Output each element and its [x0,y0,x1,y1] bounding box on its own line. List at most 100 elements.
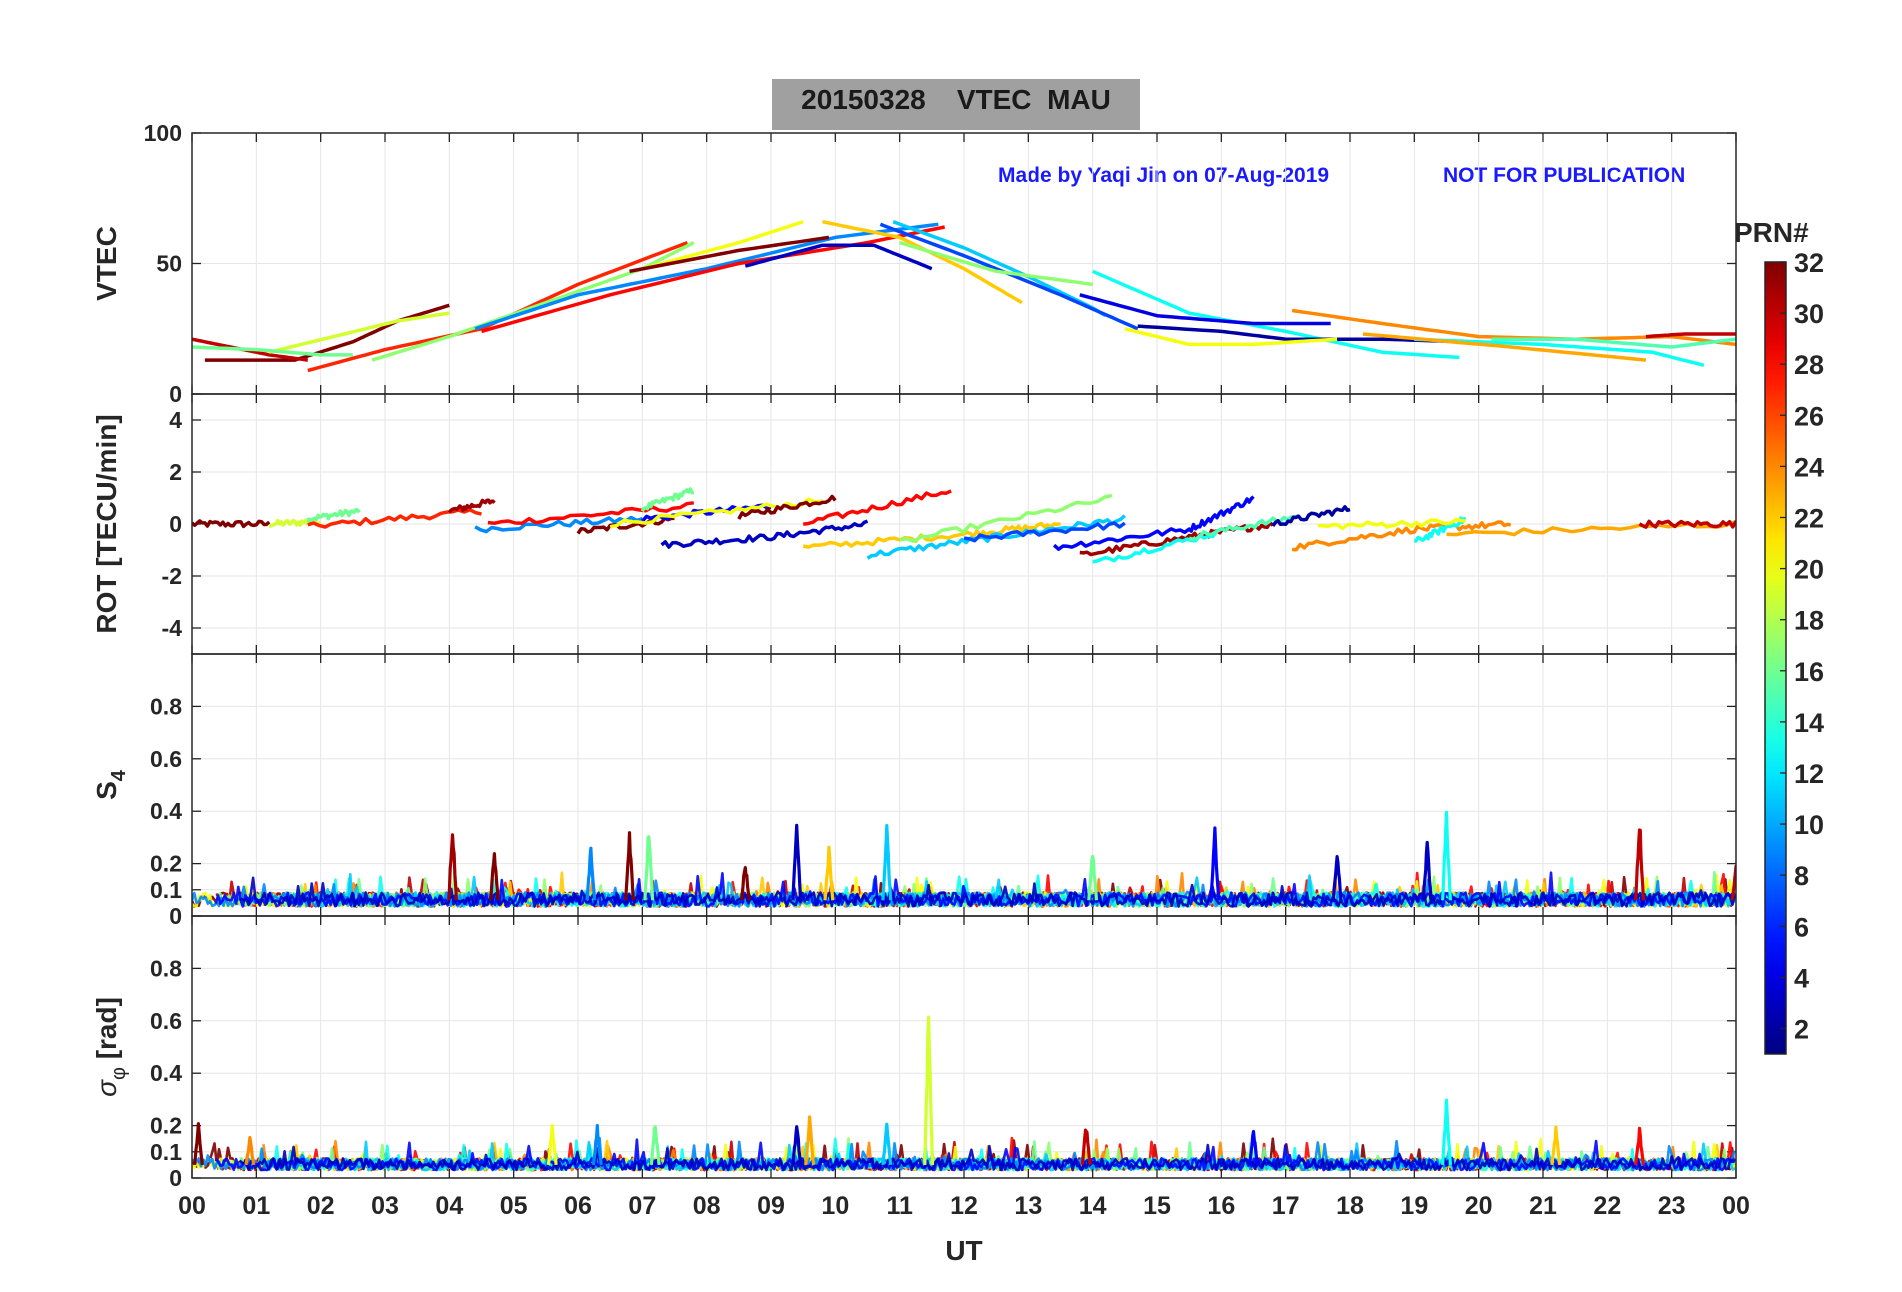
series-line-prn-11 [866,514,1126,560]
spike-prn-11 [881,824,893,901]
series-line-prn-3 [744,243,933,271]
x-tick-label: 07 [628,1192,656,1220]
colorbar-label: PRN# [1734,217,1809,248]
title-quantity: VTEC [956,84,1032,115]
y-tick-label: 0 [169,903,182,929]
x-tick-label: 00 [1722,1192,1750,1220]
y-tick-label: -2 [162,563,182,589]
colorbar-tick-label: 28 [1794,350,1824,380]
y-axis-label: σφ [rad] [91,997,130,1097]
x-tick-label: 03 [371,1192,399,1220]
series-line-prn-23 [1362,332,1647,362]
x-tick-label: 20 [1465,1192,1493,1220]
colorbar-tick-label: 2 [1794,1014,1809,1044]
x-tick-label: 16 [1207,1192,1235,1220]
y-tick-label: 0 [169,511,182,537]
x-tick-label: 18 [1336,1192,1364,1220]
series-line-prn-17 [899,493,1113,544]
spike-prn-13 [1441,810,1452,901]
y-axis-label-sub: 4 [108,769,130,781]
spike-prn-20 [546,1124,558,1166]
series-line-prn-31 [1079,520,1275,557]
y-tick-label: 2 [169,459,182,485]
series-line-prn-9 [474,515,643,534]
colorbar-tick-label: 14 [1794,708,1824,738]
spike-prn-30 [1730,864,1736,901]
series-line-prn-28 [487,501,695,525]
series-line-prn-20 [1317,517,1467,531]
y-tick-label: 50 [156,251,182,277]
y-axis-label-unit: [rad] [91,997,122,1067]
y-tick-label: 0.8 [150,693,182,719]
colorbar-tick-label: 30 [1794,299,1824,329]
y-axis-label: ROT [TECU/min] [91,414,122,633]
panel-rot: -4 -2 0 2 4 ROT [TECU/min] [91,393,1737,655]
spike-prn-3 [1331,855,1343,901]
x-tick-label: 09 [757,1192,785,1220]
data-vtec [192,219,1736,373]
spike-prn-22 [823,845,835,901]
x-tick-label: 02 [307,1192,335,1220]
series-line-prn-2 [1137,324,1466,344]
series-line-prn-7 [963,521,1126,543]
panel-frame [191,915,1737,1179]
spike-prn-32 [488,852,500,901]
y-tick-label: 0.2 [150,1113,182,1139]
x-tick-label: 19 [1400,1192,1428,1220]
colorbar-frame [1764,261,1787,1055]
spike-prn-24 [244,1136,256,1166]
series-line-prn-16 [192,345,353,357]
spike-prn-5 [1209,826,1221,901]
series-line-prn-13 [1091,269,1460,360]
spike-prn-3 [791,1125,803,1166]
y-tick-label: 0.2 [150,851,182,877]
notice-text: NOT FOR PUBLICATION [1443,164,1686,187]
title-box [772,79,1140,130]
y-tick-label: 0.4 [150,798,182,824]
x-tick-label: 04 [435,1192,463,1220]
spike-prn-30 [1634,828,1645,901]
series-line-prn-28 [803,489,952,526]
series-line-prn-16 [640,487,694,513]
series-line-prn-4 [1079,293,1331,326]
series-line-prn-27 [307,240,689,373]
spike-prn-19 [923,1015,935,1165]
series-line-prn-20 [1124,327,1338,347]
colorbar-tick-label: 32 [1794,248,1824,278]
spike-prn-31 [447,833,458,901]
series-line-prn-28 [481,225,946,334]
y-axis-label-main: S [91,781,122,800]
series-line-prn-31 [447,498,496,514]
spike-prn-32 [739,866,751,901]
x-tick-label: 08 [693,1192,721,1220]
colorbar-tick-label: 22 [1794,503,1824,533]
y-tick-label: 0.8 [150,955,182,981]
series-line-prn-30 [1638,519,1736,529]
spike-prn-11 [881,1122,893,1166]
noise-line-prn-3 [238,1143,1735,1172]
y-tick-label: 100 [144,120,182,146]
series-line-prn-32 [629,235,830,274]
panel-vtec: 0 50 100 VTEC [91,120,1737,407]
x-tick-label: 15 [1143,1192,1171,1220]
spike-prn-16 [649,1125,661,1166]
x-tick-label: 21 [1529,1192,1557,1220]
panel-s4: 00.10.2 0.4 0.6 0.8 S4 [91,653,1737,929]
colorbar-tick-label: 10 [1794,810,1824,840]
series-line-prn-13 [1414,337,1705,367]
spike-prn-32 [624,831,635,901]
data-sigma_phi [192,1015,1736,1172]
x-tick-label: 05 [500,1192,528,1220]
series-line-prn-24 [1292,520,1512,552]
noise-line-prn-3 [238,876,1736,908]
series-line-prn-2 [1271,505,1351,527]
series-line-prn-7 [879,222,1139,331]
spike-prn-16 [643,835,655,901]
series-line-prn-32 [192,519,271,529]
spike-prn-5 [1248,1129,1259,1166]
series-line-prn-17 [899,240,1093,287]
colorbar-tick-label: 6 [1794,912,1809,942]
data-rot [192,487,1736,564]
colorbar-tick-label: 12 [1794,759,1824,789]
